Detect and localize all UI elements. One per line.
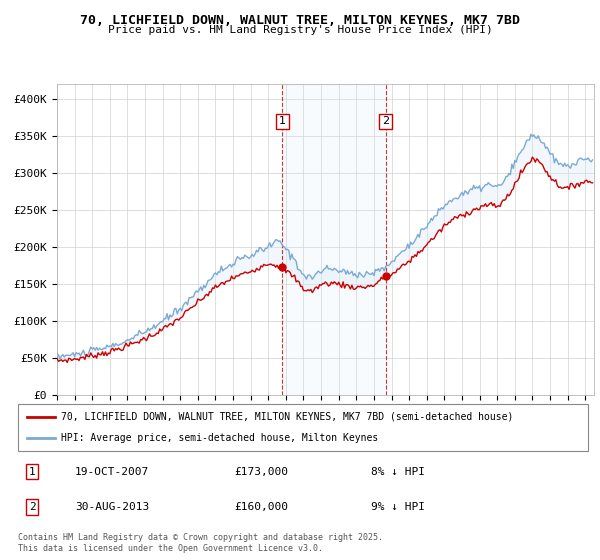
Text: HPI: Average price, semi-detached house, Milton Keynes: HPI: Average price, semi-detached house,… [61, 433, 378, 444]
Text: Price paid vs. HM Land Registry's House Price Index (HPI): Price paid vs. HM Land Registry's House … [107, 25, 493, 35]
Bar [283, 84, 386, 395]
Text: Contains HM Land Registry data © Crown copyright and database right 2025.
This d: Contains HM Land Registry data © Crown c… [18, 533, 383, 553]
Text: 19-OCT-2007: 19-OCT-2007 [75, 466, 149, 477]
Text: £160,000: £160,000 [235, 502, 289, 512]
Text: 1: 1 [279, 116, 286, 127]
Text: £173,000: £173,000 [235, 466, 289, 477]
Text: 70, LICHFIELD DOWN, WALNUT TREE, MILTON KEYNES, MK7 7BD (semi-detached house): 70, LICHFIELD DOWN, WALNUT TREE, MILTON … [61, 412, 513, 422]
Text: 70, LICHFIELD DOWN, WALNUT TREE, MILTON KEYNES, MK7 7BD: 70, LICHFIELD DOWN, WALNUT TREE, MILTON … [80, 14, 520, 27]
Text: 9% ↓ HPI: 9% ↓ HPI [371, 502, 425, 512]
Text: 2: 2 [29, 502, 35, 512]
Text: 2: 2 [382, 116, 389, 127]
Text: 30-AUG-2013: 30-AUG-2013 [75, 502, 149, 512]
Text: 8% ↓ HPI: 8% ↓ HPI [371, 466, 425, 477]
Text: 1: 1 [29, 466, 35, 477]
